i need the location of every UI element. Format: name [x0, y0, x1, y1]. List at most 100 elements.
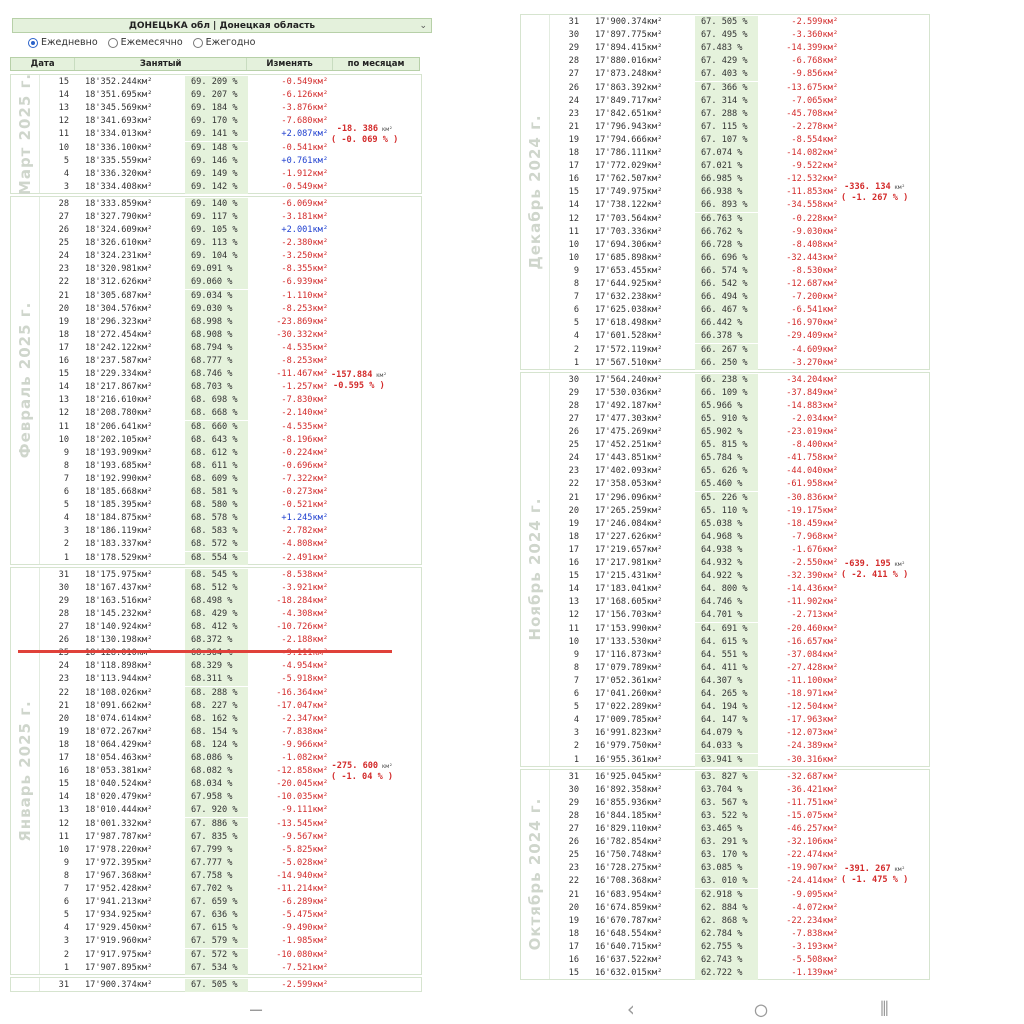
table-row[interactable]: 12 18'001.332км² 67. 886 % -13.545км²: [39, 817, 334, 831]
table-row[interactable]: 9 17'972.395км² 67.777 % -5.028км²: [39, 856, 334, 870]
table-row[interactable]: 9 17'116.873км² 64. 551 % -37.084км²: [549, 648, 844, 662]
table-row[interactable]: 23 18'113.944км² 68.311 % -5.918км²: [39, 673, 334, 687]
table-row[interactable]: 15 18'352.244км² 69. 209 % -0.549км²: [39, 76, 334, 89]
table-row[interactable]: 8 18'193.685км² 68. 611 % -0.696км²: [39, 459, 334, 473]
table-row[interactable]: 2 16'979.750км² 64.033 % -24.389км²: [549, 740, 844, 754]
table-row[interactable]: 22 17'358.053км² 65.460 % -61.958км²: [549, 478, 844, 492]
table-row[interactable]: 14 18'217.867км² 68.703 % -1.257км²: [39, 381, 334, 395]
table-row[interactable]: 18 17'227.626км² 64.968 % -7.968км²: [549, 530, 844, 544]
table-row[interactable]: 27 16'829.110км² 63.465 % -46.257км²: [549, 823, 844, 837]
table-row[interactable]: 10 18'202.105км² 68. 643 % -8.196км²: [39, 433, 334, 447]
column-header-occupied[interactable]: Занятый: [75, 58, 248, 70]
table-row[interactable]: 26 17'863.392км² 67. 366 % -13.675км²: [549, 81, 844, 95]
table-row[interactable]: 10 18'336.100км² 69. 148 % -0.541км²: [39, 141, 334, 155]
table-row[interactable]: 31 17'900.374км² 67. 505 % -2.599км²: [39, 978, 334, 992]
table-row[interactable]: 6 17'625.038км² 66. 467 % -6.541км²: [549, 304, 844, 318]
table-row[interactable]: 13 18'216.610км² 68. 698 % -7.830км²: [39, 394, 334, 408]
table-row[interactable]: 11 18'206.641км² 68. 660 % -4.535км²: [39, 420, 334, 434]
table-row[interactable]: 22 18'108.026км² 68. 288 % -16.364км²: [39, 686, 334, 700]
table-row[interactable]: 15 16'632.015км² 62.722 % -1.139км²: [549, 967, 844, 981]
table-row[interactable]: 2 17'917.975км² 67. 572 % -10.080км²: [39, 948, 334, 962]
table-row[interactable]: 26 18'324.609км² 69. 105 % +2.001км²: [39, 224, 334, 238]
back-icon[interactable]: ‹: [625, 997, 638, 1021]
table-row[interactable]: 5 17'934.925км² 67. 636 % -5.475км²: [39, 909, 334, 923]
table-row[interactable]: 5 18'335.559км² 69. 146 % +0.761км²: [39, 154, 334, 168]
table-row[interactable]: 30 17'897.775км² 67. 495 % -3.360км²: [549, 29, 844, 43]
table-row[interactable]: 9 18'193.909км² 68. 612 % -0.224км²: [39, 446, 334, 460]
table-row[interactable]: 7 17'632.238км² 66. 494 % -7.200км²: [549, 291, 844, 305]
table-row[interactable]: 12 18'341.693км² 69. 170 % -7.680км²: [39, 115, 334, 129]
table-row[interactable]: 10 17'978.220км² 67.799 % -5.825км²: [39, 843, 334, 857]
table-row[interactable]: 13 18'345.569км² 69. 184 % -3.876км²: [39, 102, 334, 116]
table-row[interactable]: 16 16'637.522км² 62.743 % -5.508км²: [549, 954, 844, 968]
table-row[interactable]: 15 18'040.524км² 68.034 % -20.045км²: [39, 778, 334, 792]
table-row[interactable]: 8 17'644.925км² 66. 542 % -12.687км²: [549, 278, 844, 291]
table-row[interactable]: 31 18'175.975км² 68. 545 % -8.538км²: [39, 568, 334, 582]
table-row[interactable]: 14 17'183.041км² 64. 800 % -14.436км²: [549, 583, 844, 597]
table-row[interactable]: 11 17'153.990км² 64. 691 % -20.460км²: [549, 622, 844, 636]
column-header-change[interactable]: Изменять: [247, 58, 334, 70]
table-row[interactable]: 3 17'919.960км² 67. 579 % -1.985км²: [39, 935, 334, 949]
table-row[interactable]: 29 16'855.936км² 63. 567 % -11.751км²: [549, 796, 844, 810]
table-row[interactable]: 3 16'991.823км² 64.079 % -12.073км²: [549, 727, 844, 741]
table-row[interactable]: 18 16'648.554км² 62.784 % -7.838км²: [549, 927, 844, 941]
table-row[interactable]: 30 17'564.240км² 66. 238 % -34.204км²: [549, 373, 844, 387]
table-row[interactable]: 15 17'749.975км² 66.938 % -11.853км²: [549, 186, 844, 200]
table-row[interactable]: 16 18'053.381км² 68.082 % -12.858км²: [39, 765, 334, 779]
table-row[interactable]: 25 17'452.251км² 65. 815 % -8.400км²: [549, 439, 844, 453]
table-row[interactable]: 27 17'873.248км² 67. 403 % -9.856км²: [549, 68, 844, 82]
table-row[interactable]: 4 17'929.450км² 67. 615 % -9.490км²: [39, 922, 334, 936]
table-row[interactable]: 1 17'907.895км² 67. 534 % -7.521км²: [39, 961, 334, 975]
table-row[interactable]: 18 18'064.429км² 68. 124 % -9.966км²: [39, 738, 334, 752]
table-row[interactable]: 30 18'167.437км² 68. 512 % -3.921км²: [39, 581, 334, 595]
table-row[interactable]: 20 16'674.859км² 62. 884 % -4.072км²: [549, 901, 844, 915]
home-button-icon[interactable]: ◯: [755, 997, 768, 1021]
radio-daily[interactable]: Ежедневно: [28, 37, 98, 48]
radio-yearly[interactable]: Ежегодно: [192, 37, 255, 48]
table-row[interactable]: 8 17'967.368км² 67.758 % -14.940км²: [39, 869, 334, 883]
table-row[interactable]: 3 18'186.119км² 68. 583 % -2.782км²: [39, 525, 334, 539]
table-row[interactable]: 6 18'185.668км² 68. 581 % -0.273км²: [39, 486, 334, 500]
table-row[interactable]: 18 18'272.454км² 68.908 % -30.332км²: [39, 328, 334, 342]
table-row[interactable]: 10 17'694.306км² 66.728 % -8.408км²: [549, 238, 844, 252]
table-row[interactable]: 25 18'326.610км² 69. 113 % -2.380км²: [39, 237, 334, 251]
table-row[interactable]: 21 18'091.662км² 68. 227 % -17.047км²: [39, 699, 334, 713]
table-row[interactable]: 28 17'880.016км² 67. 429 % -6.768км²: [549, 55, 844, 69]
table-row[interactable]: 12 17'703.564км² 66.763 % -0.228км²: [549, 212, 844, 226]
table-row[interactable]: 24 18'324.231км² 69. 104 % -3.250км²: [39, 250, 334, 264]
table-row[interactable]: 25 16'750.748км² 63. 170 % -22.474км²: [549, 849, 844, 863]
table-row[interactable]: 14 17'738.122км² 66. 893 % -34.558км²: [549, 199, 844, 213]
table-row[interactable]: 1 18'178.529км² 68. 554 % -2.491км²: [39, 551, 334, 565]
table-row[interactable]: 10 17'133.530км² 64. 615 % -16.657км²: [549, 635, 844, 649]
table-row[interactable]: 28 18'145.232км² 68. 429 % -4.308км²: [39, 607, 334, 621]
table-row[interactable]: 21 18'305.687км² 69.034 % -1.110км²: [39, 289, 334, 303]
table-row[interactable]: 1 17'567.510км² 66. 250 % -3.270км²: [549, 356, 844, 370]
table-row[interactable]: 11 17'987.787км² 67. 835 % -9.567км²: [39, 830, 334, 844]
table-row[interactable]: 4 17'601.528км² 66.378 % -29.409км²: [549, 330, 844, 344]
table-row[interactable]: 7 17'952.428км² 67.702 % -11.214км²: [39, 883, 334, 897]
table-row[interactable]: 17 18'242.122км² 68.794 % -4.535км²: [39, 341, 334, 355]
table-row[interactable]: 12 18'208.780км² 68. 668 % -2.140км²: [39, 407, 334, 421]
table-row[interactable]: 13 18'010.444км² 67. 920 % -9.111км²: [39, 804, 334, 818]
table-row[interactable]: 20 17'265.259км² 65. 110 % -19.175км²: [549, 504, 844, 518]
table-row[interactable]: 19 17'794.666км² 67. 107 % -8.554км²: [549, 133, 844, 147]
table-row[interactable]: 21 16'683.954км² 62.918 % -9.095км²: [549, 888, 844, 902]
table-row[interactable]: 2 18'183.337км² 68. 572 % -4.808км²: [39, 538, 334, 552]
table-row[interactable]: 28 18'333.859км² 69. 140 % -6.069км²: [39, 197, 334, 211]
table-row[interactable]: 22 16'708.368км² 63. 010 % -24.414км²: [549, 875, 844, 889]
table-row[interactable]: 23 17'402.093км² 65. 626 % -44.040км²: [549, 465, 844, 479]
table-row[interactable]: 21 17'296.096км² 65. 226 % -30.836км²: [549, 491, 844, 505]
table-row[interactable]: 16 17'217.981км² 64.932 % -2.550км²: [549, 557, 844, 571]
table-row[interactable]: 8 17'079.789км² 64. 411 % -27.428км²: [549, 661, 844, 675]
column-header-date[interactable]: Дата: [11, 58, 76, 70]
table-row[interactable]: 19 18'296.323км² 68.998 % -23.869км²: [39, 315, 334, 329]
table-row[interactable]: 4 18'336.320км² 69. 149 % -1.912км²: [39, 167, 334, 181]
table-row[interactable]: 14 18'351.695км² 69. 207 % -6.126км²: [39, 89, 334, 103]
table-row[interactable]: 12 17'156.703км² 64.701 % -2.713км²: [549, 609, 844, 623]
table-row[interactable]: 4 18'184.875км² 68. 578 % +1.245км²: [39, 512, 334, 526]
table-row[interactable]: 31 17'900.374км² 67. 505 % -2.599км²: [549, 16, 844, 29]
table-row[interactable]: 30 16'892.358км² 63.704 % -36.421км²: [549, 783, 844, 797]
table-row[interactable]: 6 17'041.260км² 64. 265 % -18.971км²: [549, 688, 844, 702]
table-row[interactable]: 24 18'118.898км² 68.329 % -4.954км²: [39, 660, 334, 674]
column-header-by-month[interactable]: по месяцам: [347, 59, 405, 69]
